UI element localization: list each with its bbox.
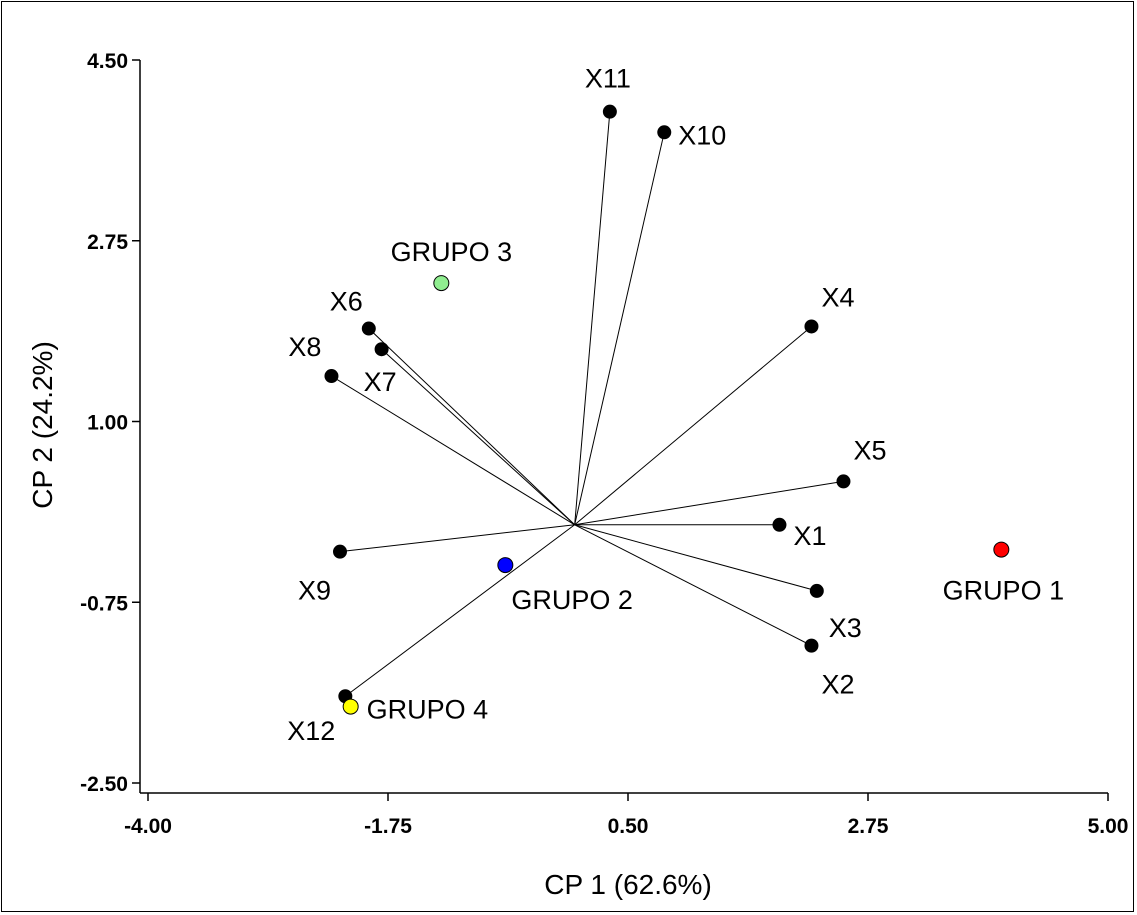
vector-label-x4: X4 (821, 282, 854, 312)
group-point-grupo-2 (497, 557, 514, 574)
group-label-grupo-3: GRUPO 3 (391, 237, 513, 267)
group-label-grupo-4: GRUPO 4 (367, 695, 489, 725)
vector-line-x7 (381, 348, 576, 526)
vector-point-x9 (333, 544, 347, 559)
x-tick-label: 2.75 (848, 815, 889, 838)
vector-line-x8 (331, 375, 575, 526)
group-label-grupo-1: GRUPO 1 (943, 576, 1065, 606)
vector-label-x1: X1 (793, 521, 826, 551)
points (324, 104, 1010, 715)
x-tick-label: -1.75 (364, 815, 412, 838)
x-axis-label: CP 1 (62.6%) (544, 869, 712, 900)
vector-line-x6 (368, 328, 576, 526)
y-axis-label: CP 2 (24.2%) (27, 341, 58, 509)
y-tick-label: -2.50 (80, 773, 128, 796)
vector-point-x3 (809, 583, 824, 598)
y-tick-label: 2.75 (87, 231, 128, 254)
vector-point-x7 (374, 342, 389, 357)
vector-label-x6: X6 (330, 287, 363, 317)
group-point-grupo-1 (993, 541, 1010, 558)
point-labels: X1 X2 X3 X4 X5 X6 X7 X8 X9 X10 X11 X12 GRUPO 1 GRUPO … (287, 64, 1064, 747)
vector-line-x4 (574, 326, 812, 526)
vector-label-x5: X5 (853, 435, 886, 465)
group-point-grupo-3 (433, 275, 450, 292)
group-label-grupo-2: GRUPO 2 (511, 585, 633, 615)
vector-point-x4 (804, 319, 819, 334)
y-tick-label: -0.75 (80, 592, 128, 615)
vector-point-x10 (657, 125, 672, 140)
y-tick-label: 4.50 (87, 50, 128, 73)
vector-line-x2 (574, 524, 812, 647)
axes: -4.00 -1.75 0.50 2.75 5.00 4.50 2.75 1.00 -0.75 -… (80, 50, 1128, 838)
vector-label-x7: X7 (364, 367, 397, 397)
vector-point-x6 (361, 321, 376, 336)
y-tick-label: 1.00 (87, 412, 128, 435)
x-tick-label: 5.00 (1088, 815, 1129, 838)
vector-label-x8: X8 (288, 332, 321, 362)
vector-label-x10: X10 (678, 120, 726, 150)
vector-label-x3: X3 (829, 613, 862, 643)
vector-line-x5 (574, 480, 844, 526)
vector-point-x8 (324, 369, 339, 384)
vector-line-x12 (345, 524, 575, 697)
loading-vectors (331, 111, 844, 697)
vector-line-x11 (574, 111, 611, 525)
vector-point-x5 (836, 474, 851, 489)
vector-point-x11 (602, 104, 617, 119)
x-tick-label: -4.00 (124, 815, 172, 838)
group-point-grupo-4 (342, 698, 359, 715)
vector-line-x10 (574, 132, 665, 525)
vector-label-x2: X2 (821, 670, 854, 700)
vector-label-x9: X9 (298, 576, 331, 606)
vector-line-x9 (339, 524, 575, 553)
vector-point-x1 (772, 517, 787, 532)
x-tick-label: 0.50 (608, 815, 649, 838)
vector-line-x3 (574, 524, 817, 592)
vector-label-x11: X11 (585, 64, 631, 94)
vector-label-x12: X12 (287, 716, 335, 746)
vector-point-x2 (804, 638, 819, 653)
